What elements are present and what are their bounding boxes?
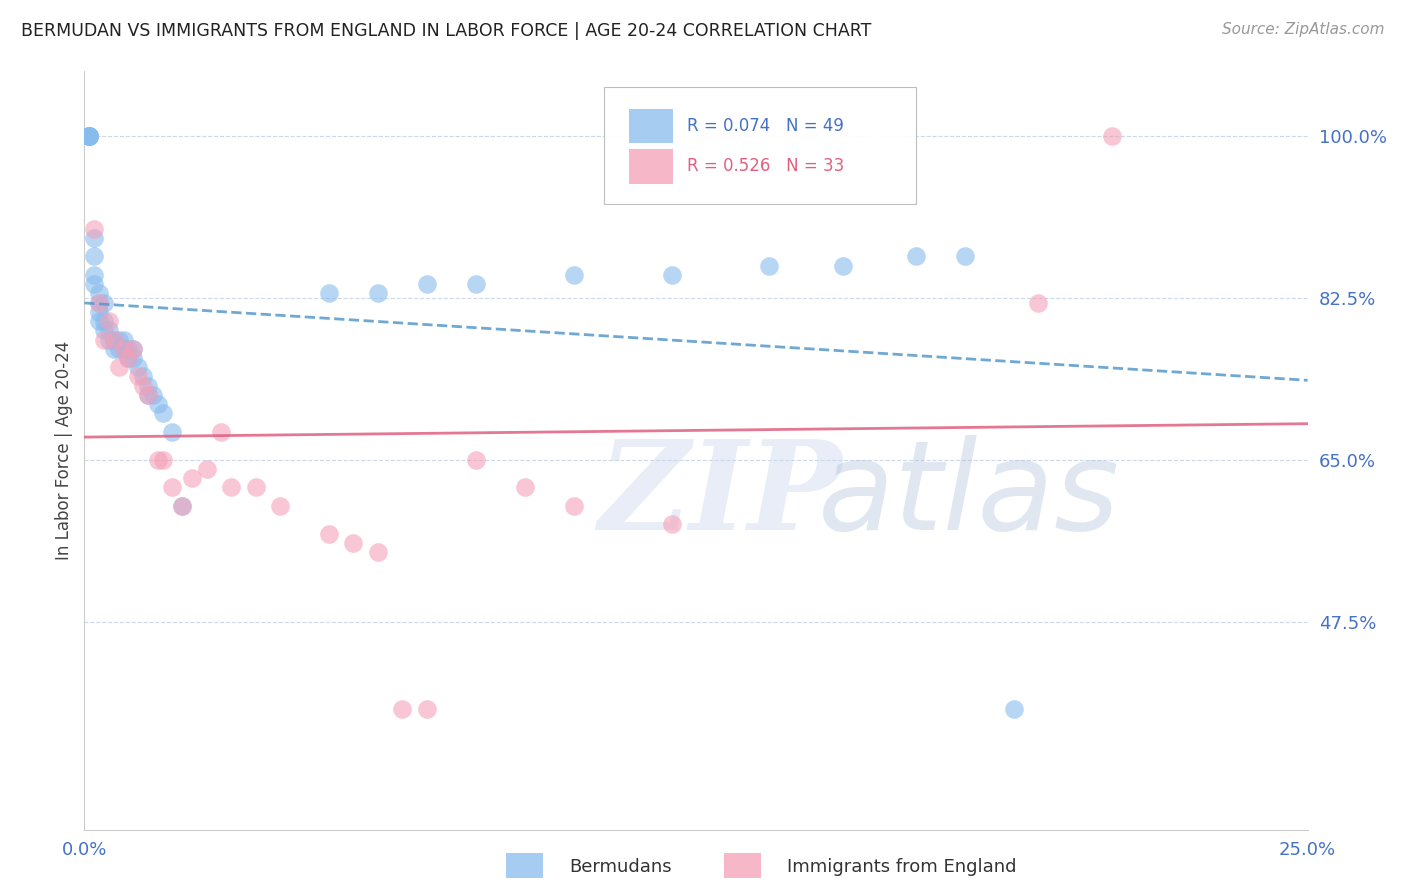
Point — [132, 378, 155, 392]
Point — [87, 295, 110, 310]
Text: R = 0.074   N = 49: R = 0.074 N = 49 — [688, 117, 844, 135]
Point — [83, 231, 105, 245]
Text: Source: ZipAtlas.com: Source: ZipAtlas.com — [1222, 22, 1385, 37]
Point — [77, 129, 100, 144]
Text: atlas: atlas — [818, 435, 1121, 557]
Point — [162, 425, 184, 439]
Point — [87, 314, 110, 328]
Point — [117, 351, 139, 365]
Point — [831, 259, 853, 273]
Point — [87, 295, 110, 310]
Point — [122, 351, 145, 365]
Point — [146, 452, 169, 467]
Point — [136, 388, 159, 402]
FancyBboxPatch shape — [628, 150, 672, 185]
Point — [416, 702, 439, 716]
Point — [132, 369, 155, 384]
Point — [83, 277, 105, 291]
FancyBboxPatch shape — [628, 109, 672, 144]
Point — [416, 277, 439, 291]
Point — [342, 536, 364, 550]
Point — [107, 333, 129, 347]
Point — [953, 249, 976, 263]
Point — [97, 333, 120, 347]
Point — [181, 471, 204, 485]
Point — [367, 286, 389, 301]
FancyBboxPatch shape — [605, 87, 917, 204]
Point — [245, 480, 267, 494]
Point — [127, 369, 149, 384]
Point — [136, 388, 159, 402]
Point — [112, 342, 135, 356]
Point — [162, 480, 184, 494]
Text: Immigrants from England: Immigrants from England — [787, 858, 1017, 876]
Point — [93, 295, 115, 310]
Point — [117, 351, 139, 365]
Point — [97, 314, 120, 328]
Point — [152, 452, 174, 467]
Point — [112, 333, 135, 347]
Point — [77, 129, 100, 144]
Point — [77, 129, 100, 144]
Point — [661, 268, 683, 282]
Point — [97, 323, 120, 337]
Point — [107, 342, 129, 356]
Text: R = 0.526   N = 33: R = 0.526 N = 33 — [688, 157, 845, 175]
Point — [905, 249, 928, 263]
Point — [464, 452, 486, 467]
Point — [513, 480, 536, 494]
Point — [122, 342, 145, 356]
Point — [87, 286, 110, 301]
Text: ZIP: ZIP — [598, 435, 842, 557]
Point — [93, 333, 115, 347]
Point — [219, 480, 242, 494]
Point — [269, 499, 291, 513]
Point — [1028, 295, 1050, 310]
Y-axis label: In Labor Force | Age 20-24: In Labor Force | Age 20-24 — [55, 341, 73, 560]
Point — [77, 129, 100, 144]
Point — [367, 545, 389, 559]
Point — [152, 407, 174, 421]
Point — [93, 323, 115, 337]
Point — [112, 342, 135, 356]
Point — [93, 314, 115, 328]
Point — [464, 277, 486, 291]
Point — [195, 462, 218, 476]
Point — [77, 129, 100, 144]
Point — [87, 305, 110, 319]
Point — [209, 425, 232, 439]
Point — [136, 378, 159, 392]
Point — [172, 499, 194, 513]
Point — [758, 259, 780, 273]
Point — [562, 499, 585, 513]
Point — [142, 388, 165, 402]
Text: BERMUDAN VS IMMIGRANTS FROM ENGLAND IN LABOR FORCE | AGE 20-24 CORRELATION CHART: BERMUDAN VS IMMIGRANTS FROM ENGLAND IN L… — [21, 22, 872, 40]
Text: Bermudans: Bermudans — [569, 858, 672, 876]
Point — [391, 702, 413, 716]
Point — [103, 333, 125, 347]
Point — [77, 129, 100, 144]
Point — [127, 360, 149, 375]
Point — [117, 342, 139, 356]
Point — [107, 360, 129, 375]
Point — [146, 397, 169, 411]
Point — [562, 268, 585, 282]
Point — [1101, 129, 1123, 144]
Point — [318, 286, 340, 301]
Point — [83, 268, 105, 282]
Point — [661, 517, 683, 532]
Point — [103, 342, 125, 356]
Point — [83, 249, 105, 263]
Point — [1002, 702, 1025, 716]
Point — [83, 221, 105, 235]
Point — [122, 342, 145, 356]
Point — [172, 499, 194, 513]
Point — [103, 333, 125, 347]
Point — [318, 526, 340, 541]
